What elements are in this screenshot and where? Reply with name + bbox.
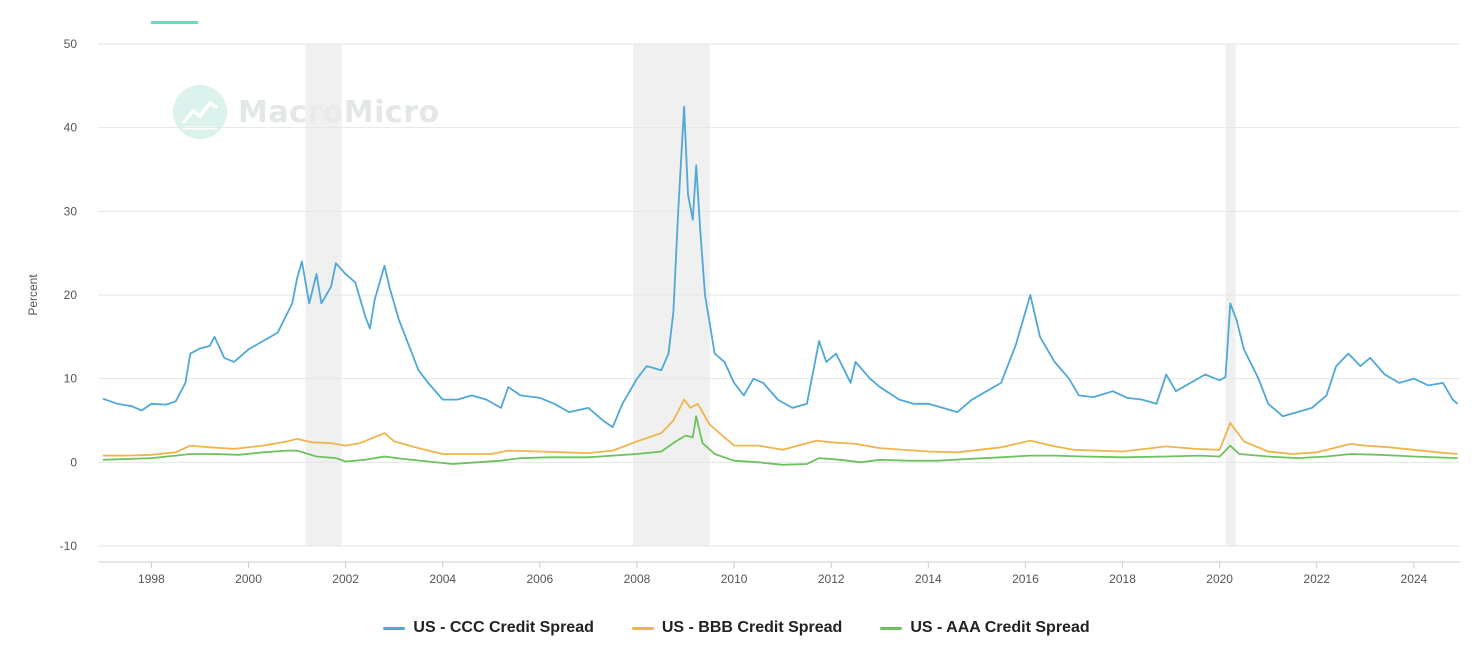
y-tick-label: 0 — [70, 455, 77, 469]
series-line-us-ccc-credit-spread — [102, 105, 1459, 429]
legend-swatch — [383, 626, 406, 630]
x-tick-label: 2014 — [915, 572, 942, 586]
y-tick-label: 50 — [64, 37, 78, 51]
x-tick-label: 1998 — [138, 572, 165, 586]
legend-swatch — [631, 626, 654, 630]
series-line-us-bbb-credit-spread — [102, 398, 1458, 457]
y-tick-label: -10 — [60, 539, 78, 553]
x-tick-label: 2004 — [429, 572, 456, 586]
x-tick-label: 2002 — [332, 572, 359, 586]
x-tick-label: 2008 — [624, 572, 651, 586]
x-tick-label: 2018 — [1109, 572, 1136, 586]
x-tick-label: 2012 — [818, 572, 845, 586]
y-axis-ticks: 50 40 30 20 10 0 -10 — [60, 37, 78, 553]
header-accent-bar — [151, 21, 198, 24]
y-axis-title: Percent — [26, 274, 40, 316]
legend-label: US - AAA Credit Spread — [910, 619, 1090, 636]
x-axis-ticks: 1998 2000 2002 2004 2006 2008 2010 2012 2014 2016… — [98, 561, 1460, 586]
legend-swatch — [880, 626, 903, 630]
legend: US - CCC Credit Spread US - BBB Credit Sp… — [0, 619, 1473, 637]
legend-label: US - CCC Credit Spread — [413, 619, 594, 636]
legend-item[interactable]: US - BBB Credit Spread — [631, 619, 843, 637]
x-tick-label: 2016 — [1012, 572, 1039, 586]
y-tick-label: 40 — [64, 121, 78, 135]
y-tick-label: 10 — [64, 372, 78, 386]
y-tick-label: 30 — [64, 204, 78, 218]
legend-label: US - BBB Credit Spread — [661, 619, 843, 636]
series-lines — [102, 105, 1459, 466]
legend-item[interactable]: US - AAA Credit Spread — [880, 619, 1090, 637]
x-tick-label: 2006 — [527, 572, 554, 586]
grid-lines — [98, 43, 1460, 547]
x-tick-label: 2000 — [235, 572, 262, 586]
legend-item[interactable]: US - CCC Credit Spread — [383, 619, 594, 637]
x-tick-label: 2022 — [1303, 572, 1330, 586]
series-line-us-aaa-credit-spread — [102, 415, 1458, 466]
x-tick-label: 2020 — [1206, 572, 1233, 586]
y-tick-label: 20 — [64, 288, 78, 302]
x-tick-label: 2010 — [721, 572, 748, 586]
x-tick-label: 2024 — [1401, 572, 1428, 586]
